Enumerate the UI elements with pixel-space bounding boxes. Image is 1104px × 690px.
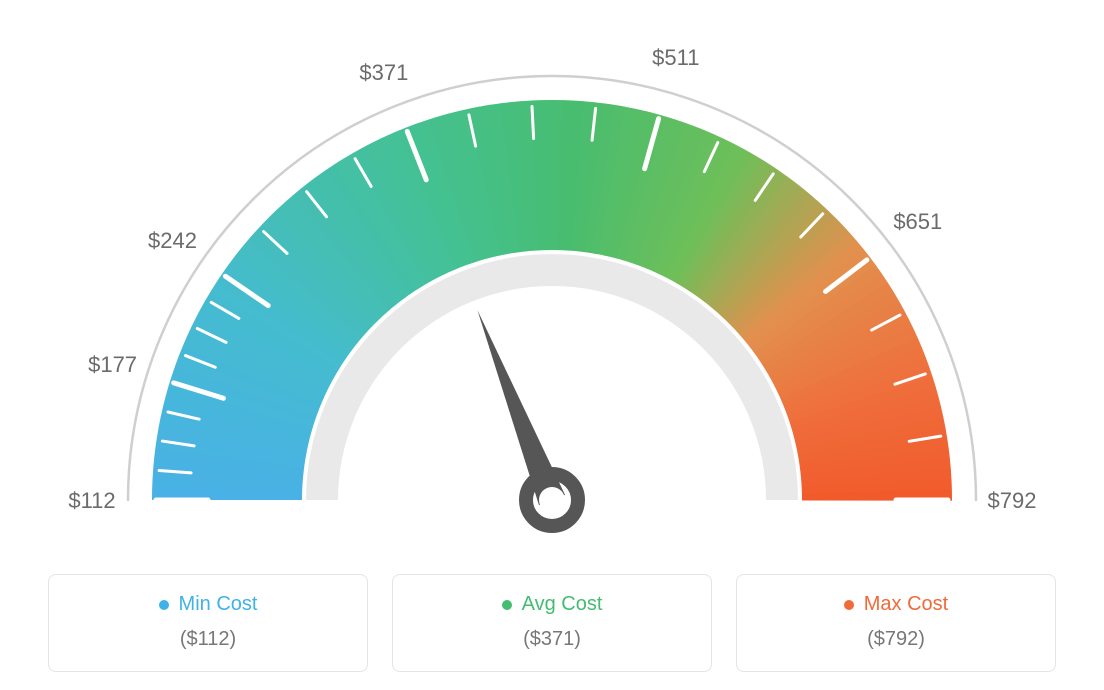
legend-label: Max Cost (864, 593, 948, 616)
legend-value: ($792) (747, 628, 1045, 651)
gauge-tick-label: $511 (652, 45, 699, 70)
legend-value: ($371) (403, 628, 701, 651)
legend-card-avg: Avg Cost ($371) (392, 574, 712, 672)
gauge-tick-label: $242 (148, 228, 197, 253)
cost-gauge: $112 $177 $242 $371 $511 $651 $792 (0, 0, 1104, 560)
gauge-tick-label: $371 (359, 60, 408, 85)
legend-label: Avg Cost (522, 593, 603, 616)
legend-row: Min Cost ($112) Avg Cost ($371) Max Cost… (0, 574, 1104, 672)
legend-label: Min Cost (179, 593, 258, 616)
legend-value: ($112) (59, 628, 357, 651)
legend-card-min: Min Cost ($112) (48, 574, 368, 672)
gauge-tick-label: $651 (893, 209, 942, 234)
dot-icon (159, 600, 169, 610)
dot-icon (844, 600, 854, 610)
dot-icon (502, 600, 512, 610)
gauge-tick-label: $792 (988, 488, 1037, 513)
legend-card-max: Max Cost ($792) (736, 574, 1056, 672)
gauge-tick-label: $112 (68, 488, 115, 513)
gauge-tick-label: $177 (88, 352, 137, 377)
